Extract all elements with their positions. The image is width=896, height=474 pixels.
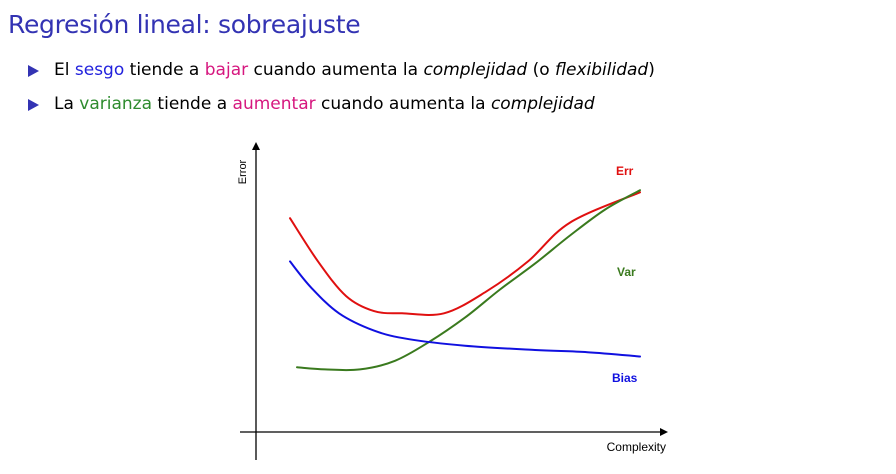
text-segment-complejidad: complejidad — [490, 94, 595, 114]
text-segment: ) — [648, 60, 655, 80]
curve-err — [289, 191, 641, 316]
text-segment-varianza: varianza — [79, 94, 153, 114]
x-axis-label: Complexity — [607, 440, 666, 454]
text-segment-flexibilidad: flexibilidad — [555, 60, 649, 80]
bullet-list: El sesgo tiende a bajar cuando aumenta l… — [28, 60, 655, 128]
bullet-item-variance: La varianza tiende a aumentar cuando aum… — [28, 94, 655, 128]
text-segment: tiende a — [152, 94, 233, 114]
text-segment: El — [54, 60, 75, 80]
bullet-triangle-icon — [28, 65, 39, 77]
text-segment: cuando aumenta la — [315, 94, 491, 114]
slide-title: Regresión lineal: sobreajuste — [8, 10, 361, 39]
bullet-item-bias: El sesgo tiende a bajar cuando aumenta l… — [28, 60, 655, 94]
bullet-text: El sesgo tiende a bajar cuando aumenta l… — [54, 60, 655, 80]
text-segment: cuando aumenta la — [248, 60, 424, 80]
y-axis-label: Error — [237, 159, 249, 184]
curve-label-var: Var — [617, 265, 636, 279]
text-segment: tiende a — [124, 60, 205, 80]
bullet-text: La varianza tiende a aumentar cuando aum… — [54, 94, 595, 114]
curve-label-bias: Bias — [612, 371, 638, 385]
curve-label-err: Err — [616, 164, 634, 178]
text-segment-aumentar: aumentar — [232, 94, 316, 114]
curve-var — [296, 189, 641, 372]
bullet-triangle-icon — [28, 99, 39, 111]
text-segment-bajar: bajar — [204, 60, 249, 80]
text-segment-sesgo: sesgo — [74, 60, 125, 80]
curve-bias — [289, 260, 641, 358]
text-segment: La — [54, 94, 80, 114]
text-segment: (o — [527, 60, 556, 80]
text-segment-complejidad: complejidad — [423, 60, 528, 80]
